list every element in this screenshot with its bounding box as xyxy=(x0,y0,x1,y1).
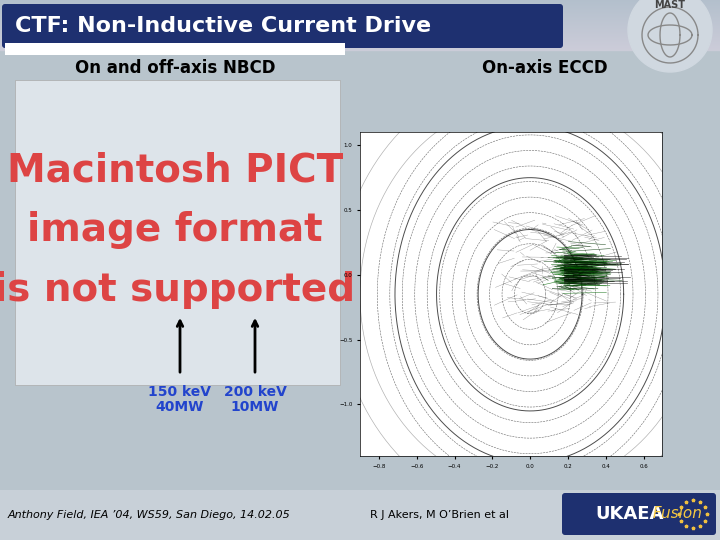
Bar xyxy=(0,46,720,47)
Bar xyxy=(0,2,720,3)
Text: MAST: MAST xyxy=(654,0,685,10)
Bar xyxy=(0,41,720,42)
Bar xyxy=(0,29,720,30)
Text: 200 keV: 200 keV xyxy=(224,385,287,399)
Bar xyxy=(0,26,720,27)
Bar xyxy=(0,31,720,32)
Bar xyxy=(0,12,720,13)
Bar xyxy=(0,34,720,35)
Circle shape xyxy=(628,0,712,72)
Bar xyxy=(0,36,720,37)
Text: Fusion: Fusion xyxy=(648,507,702,522)
Bar xyxy=(0,40,720,41)
Text: On and off-axis NBCD: On and off-axis NBCD xyxy=(75,59,275,77)
Bar xyxy=(15,80,340,385)
Text: is not supported: is not supported xyxy=(0,271,356,309)
Bar xyxy=(0,9,720,10)
Text: UKAEA: UKAEA xyxy=(595,505,663,523)
Bar xyxy=(0,3,720,4)
Bar xyxy=(0,8,720,9)
Bar xyxy=(0,27,720,28)
Bar xyxy=(0,32,720,33)
Text: 10MW: 10MW xyxy=(231,400,279,414)
Bar xyxy=(0,11,720,12)
Bar xyxy=(0,19,720,20)
Bar xyxy=(0,49,720,50)
Text: 40MW: 40MW xyxy=(156,400,204,414)
Bar xyxy=(0,18,720,19)
Bar xyxy=(0,30,720,31)
Circle shape xyxy=(425,423,435,433)
Bar xyxy=(0,28,720,29)
FancyBboxPatch shape xyxy=(562,493,716,535)
Text: CTF: Non-Inductive Current Drive: CTF: Non-Inductive Current Drive xyxy=(15,16,431,36)
Bar xyxy=(0,44,720,45)
Bar xyxy=(0,38,720,39)
Bar xyxy=(0,42,720,43)
Bar xyxy=(0,39,720,40)
Bar xyxy=(0,47,720,48)
Bar xyxy=(0,25,720,26)
FancyBboxPatch shape xyxy=(2,4,563,48)
Text: Anthony Field, IEA ’04, WS59, San Diego, 14.02.05: Anthony Field, IEA ’04, WS59, San Diego,… xyxy=(8,510,291,520)
Bar xyxy=(0,14,720,15)
Text: 150 keV: 150 keV xyxy=(148,385,212,399)
Bar xyxy=(0,6,720,7)
Bar xyxy=(0,0,720,1)
Bar xyxy=(0,7,720,8)
Bar xyxy=(5,43,345,55)
Bar xyxy=(0,13,720,14)
Bar xyxy=(0,43,720,44)
Bar xyxy=(0,48,720,49)
Bar xyxy=(0,16,720,17)
Bar xyxy=(0,21,720,22)
Bar xyxy=(0,20,720,21)
Bar xyxy=(0,17,720,18)
Bar xyxy=(0,10,720,11)
Bar xyxy=(0,35,720,36)
Bar xyxy=(0,490,720,540)
Circle shape xyxy=(425,443,435,453)
Bar xyxy=(0,45,720,46)
Text: On-axis ECCD: On-axis ECCD xyxy=(482,59,608,77)
Text: 160GHz, 20MW: 160GHz, 20MW xyxy=(442,441,559,456)
Bar xyxy=(0,1,720,2)
Bar xyxy=(0,15,720,16)
Text: image format: image format xyxy=(27,211,323,249)
Bar xyxy=(0,23,720,24)
Bar xyxy=(0,37,720,38)
Text: Macintosh PICT: Macintosh PICT xyxy=(7,151,343,189)
Bar xyxy=(0,33,720,34)
Bar xyxy=(0,22,720,23)
Bar xyxy=(0,5,720,6)
Text: BANDIT-3D Calculations:: BANDIT-3D Calculations: xyxy=(420,395,629,410)
Bar xyxy=(0,24,720,25)
Bar xyxy=(0,4,720,5)
Text: 2nd harmonic, O-mode: 2nd harmonic, O-mode xyxy=(442,421,618,435)
Text: R J Akers, M O’Brien et al: R J Akers, M O’Brien et al xyxy=(370,510,509,520)
